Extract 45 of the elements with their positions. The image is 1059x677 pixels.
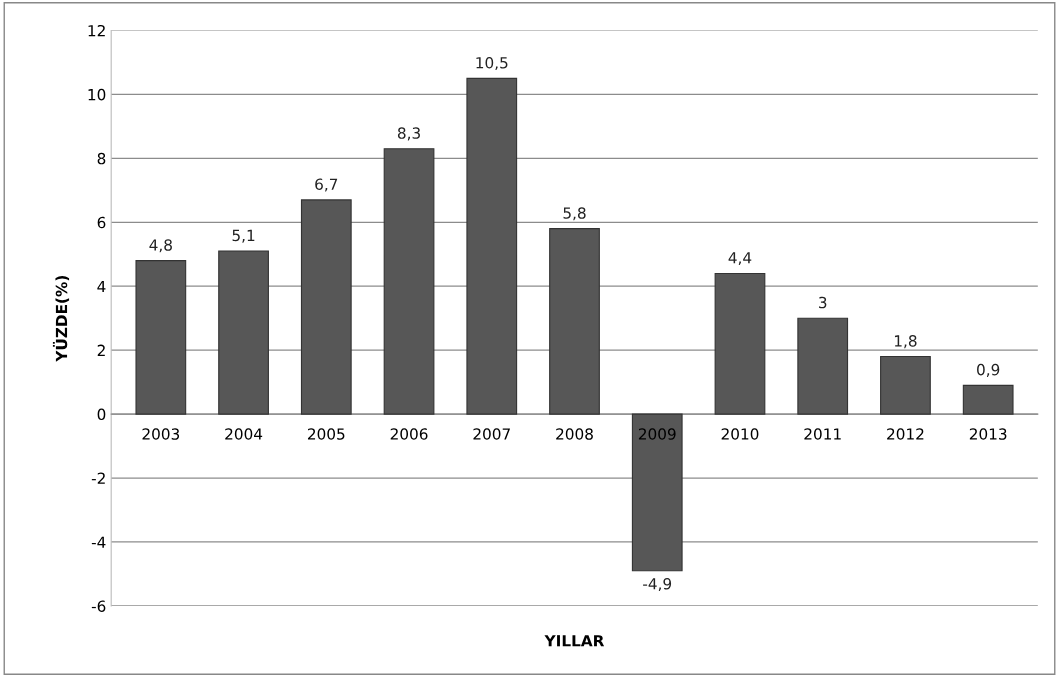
y-tick-label: 6 xyxy=(97,216,106,229)
x-tick-label: 2004 xyxy=(225,428,263,440)
y-tick-label: 12 xyxy=(88,24,105,37)
data-label: 5,8 xyxy=(563,207,586,221)
bar xyxy=(797,317,849,415)
bar xyxy=(880,355,931,415)
y-tick-label: -2 xyxy=(91,472,105,484)
y-axis-title: YÜZDE(%) xyxy=(52,276,70,362)
x-axis-title: YILLAR xyxy=(544,635,605,647)
x-tick-label: 2010 xyxy=(721,428,759,440)
x-tick-label: 2012 xyxy=(887,428,924,440)
data-label: 10,5 xyxy=(476,56,508,71)
y-tick-label: 8 xyxy=(97,152,106,165)
bar xyxy=(300,199,352,415)
bar xyxy=(962,384,1014,415)
data-label: 8,3 xyxy=(397,127,420,141)
y-tick-label: -4 xyxy=(91,536,106,548)
x-tick-label: 2008 xyxy=(556,428,593,440)
bar xyxy=(466,77,518,415)
y-tick-label: 4 xyxy=(97,280,106,293)
x-tick-label: 2011 xyxy=(804,428,841,440)
data-label: -4,9 xyxy=(643,577,672,592)
x-tick-label: 2007 xyxy=(473,428,510,440)
data-label: 4,4 xyxy=(728,252,752,266)
y-tick-label: 2 xyxy=(97,344,105,356)
x-tick-label: 2013 xyxy=(969,428,1007,440)
data-label: 3 xyxy=(819,296,827,309)
y-tick-label: 10 xyxy=(88,88,106,101)
x-tick-label: 2006 xyxy=(390,428,428,440)
bar xyxy=(631,413,683,572)
data-label: 4,8 xyxy=(149,239,172,253)
x-tick-label: 2003 xyxy=(142,428,180,440)
y-tick-label: 0 xyxy=(97,408,106,421)
data-label: 6,7 xyxy=(315,178,338,192)
bar xyxy=(714,272,766,415)
x-tick-label: 2009 xyxy=(638,428,676,440)
bar xyxy=(549,228,600,415)
bar xyxy=(218,250,269,415)
x-tick-label: 2005 xyxy=(307,428,345,440)
bar xyxy=(383,148,435,415)
bar xyxy=(135,260,187,415)
y-tick-label: -6 xyxy=(91,600,106,612)
data-label: 5,1 xyxy=(232,229,255,243)
data-label: 0,9 xyxy=(977,363,1000,377)
data-label: 1,8 xyxy=(894,335,917,349)
